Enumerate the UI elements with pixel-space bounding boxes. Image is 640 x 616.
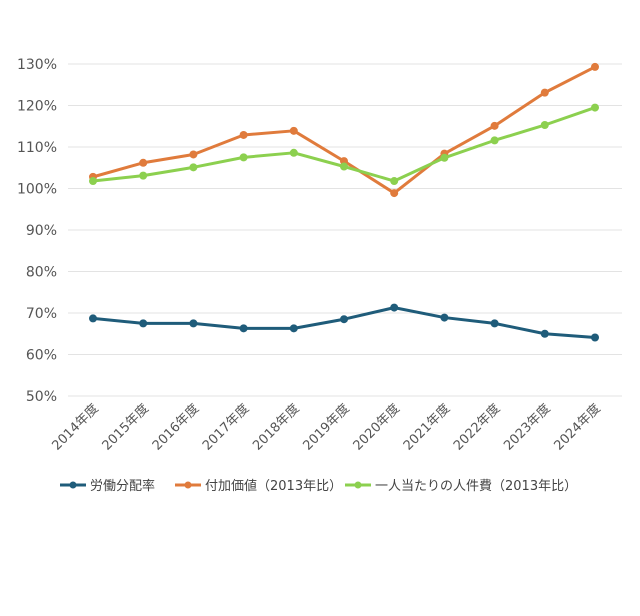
- data-point: [591, 333, 599, 342]
- data-point: [490, 121, 499, 130]
- data-point: [239, 130, 248, 139]
- legend: 労働分配率 付加価値（2013年比） 一人当たりの人件費（2013年比）: [60, 478, 577, 494]
- y-axis: 50% 60% 70% 80% 90% 100% 110% 120% 130%: [17, 57, 57, 405]
- data-point: [591, 62, 599, 71]
- y-tick-label: 60%: [26, 348, 57, 364]
- data-point: [540, 329, 549, 338]
- data-point: [139, 158, 148, 167]
- x-tick-label: 2014年度: [49, 401, 102, 454]
- data-point: [189, 150, 198, 159]
- data-point: [390, 303, 399, 312]
- data-point: [440, 313, 449, 322]
- legend-marker: [69, 481, 77, 489]
- data-point: [440, 153, 449, 162]
- data-point: [591, 103, 599, 112]
- data-point: [540, 121, 549, 130]
- data-point: [189, 319, 198, 328]
- y-tick-label: 80%: [26, 265, 57, 281]
- series-1: [89, 62, 599, 198]
- y-tick-label: 50%: [26, 389, 57, 405]
- series-line: [92, 65, 596, 195]
- legend-item: 付加価値（2013年比）: [175, 478, 342, 494]
- x-tick-label: 2015年度: [99, 401, 152, 454]
- data-point: [189, 163, 198, 172]
- series-0: [89, 303, 599, 342]
- data-point: [390, 177, 399, 186]
- data-point: [340, 162, 348, 171]
- data-point: [540, 88, 549, 97]
- x-tick-label: 2020年度: [350, 401, 403, 454]
- data-point: [89, 177, 97, 186]
- legend-label: 労働分配率: [90, 478, 155, 494]
- x-tick-label: 2023年度: [501, 401, 554, 454]
- data-point: [139, 319, 148, 328]
- x-tick-label: 2018年度: [250, 401, 303, 454]
- y-tick-label: 90%: [26, 223, 57, 239]
- x-tick-label: 2019年度: [300, 401, 353, 454]
- series-2: [89, 103, 599, 186]
- legend-label: 付加価値（2013年比）: [205, 478, 342, 494]
- grid-lines: [68, 63, 622, 397]
- data-point: [239, 153, 248, 162]
- legend-marker: [354, 481, 362, 489]
- data-point: [390, 189, 399, 198]
- x-tick-label: 2021年度: [400, 401, 453, 454]
- data-point: [490, 136, 499, 145]
- x-tick-label: 2017年度: [199, 401, 252, 454]
- y-tick-label: 130%: [17, 57, 57, 73]
- legend-item: 労働分配率: [60, 478, 155, 494]
- y-tick-label: 100%: [17, 182, 57, 198]
- x-axis: 2014年度2015年度2016年度2017年度2018年度2019年度2020…: [49, 401, 604, 454]
- series-lines: [89, 62, 599, 342]
- data-point: [239, 324, 248, 333]
- x-tick-label: 2016年度: [149, 401, 202, 454]
- y-tick-label: 110%: [17, 140, 57, 156]
- data-point: [289, 126, 298, 135]
- x-tick-label: 2024年度: [551, 401, 604, 454]
- legend-marker: [184, 481, 192, 489]
- data-point: [289, 324, 298, 333]
- data-point: [139, 171, 148, 180]
- data-point: [490, 319, 499, 328]
- y-tick-label: 70%: [26, 306, 57, 322]
- legend-label: 一人当たりの人件費（2013年比）: [375, 479, 577, 494]
- legend-item: 一人当たりの人件費（2013年比）: [345, 479, 577, 494]
- data-point: [289, 148, 298, 157]
- data-point: [340, 315, 348, 324]
- data-point: [89, 314, 97, 323]
- x-tick-label: 2022年度: [450, 401, 503, 454]
- y-tick-label: 120%: [17, 99, 57, 115]
